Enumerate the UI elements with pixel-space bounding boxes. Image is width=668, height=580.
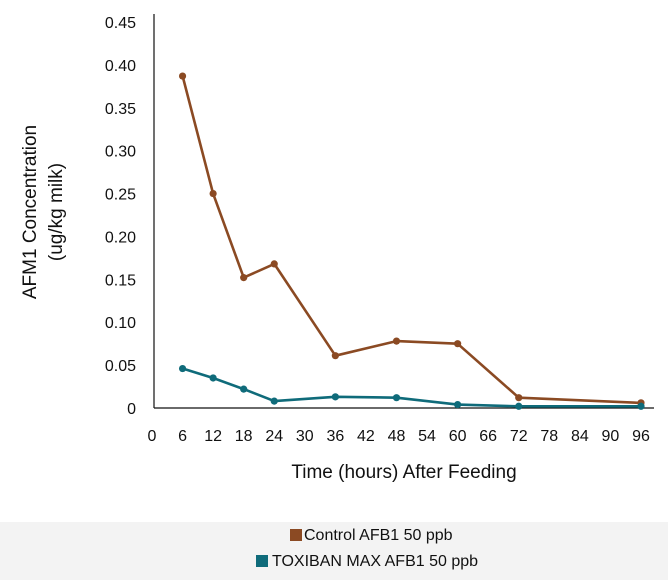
y-tick-label: 0.25 (105, 187, 136, 204)
x-tick-label: 66 (479, 428, 497, 445)
y-tick-label: 0.45 (105, 15, 136, 32)
data-point-toxiban (454, 400, 462, 409)
x-tick-label: 0 (148, 428, 157, 445)
x-axis-title: Time (hours) After Feeding (291, 462, 516, 483)
data-point-control (515, 394, 523, 402)
data-point-toxiban (270, 397, 278, 405)
y-tick-label: 0 (127, 401, 136, 418)
x-tick-label: 18 (235, 428, 253, 445)
legend-label-control: Control AFB1 50 ppb (304, 527, 453, 544)
x-tick-label: 96 (632, 428, 650, 445)
data-point-toxiban (637, 402, 645, 410)
x-tick-label: 6 (178, 428, 187, 445)
y-tick-label: 0.20 (105, 229, 136, 246)
data-point-toxiban (209, 374, 217, 382)
legend-label-toxiban: TOXIBAN MAX AFB1 50 ppb (272, 553, 478, 570)
x-tick-label: 30 (296, 428, 314, 445)
x-tick-label: 12 (204, 428, 222, 445)
y-tick-label: 0.05 (105, 358, 136, 375)
y-tick-label: 0.10 (105, 315, 136, 332)
data-point-control (178, 72, 187, 80)
data-point-control (392, 337, 401, 345)
x-tick-label: 54 (418, 428, 436, 445)
y-tick-label: 0.40 (105, 58, 136, 75)
legend-swatch-control (290, 529, 302, 541)
series-line-control (181, 75, 642, 405)
x-tick-label: 84 (571, 428, 589, 445)
axes (153, 14, 654, 409)
y-axis-title-line-1: AFM1 Concentration (20, 125, 41, 299)
data-point-control (331, 352, 339, 360)
legend-background (0, 522, 668, 580)
data-point-control (270, 260, 278, 268)
x-tick-label: 60 (449, 428, 467, 445)
y-tick-label: 0.35 (105, 101, 136, 118)
data-point-toxiban (392, 394, 401, 402)
x-tick-label: 36 (326, 428, 344, 445)
y-tick-labels: 0 0.05 0.10 0.15 0.20 0.25 0.30 0.35 0.40 0.45 (105, 15, 136, 418)
x-tick-label: 90 (602, 428, 620, 445)
data-point-toxiban (515, 402, 523, 410)
data-point-control (240, 274, 248, 282)
x-tick-labels: 0 6 12 18 24 30 36 42 48 54 60 66 72 78 84 90 96 (148, 428, 650, 445)
series-layer (178, 72, 645, 410)
y-axis-title-line-2: (ug/kg milk) (46, 163, 67, 261)
y-tick-label: 0.15 (105, 272, 136, 289)
data-point-toxiban (240, 385, 248, 393)
data-point-control (454, 340, 462, 348)
data-point-toxiban (331, 393, 339, 401)
x-tick-label: 78 (540, 428, 558, 445)
x-tick-label: 48 (388, 428, 406, 445)
legend-swatch-toxiban (256, 555, 268, 567)
x-tick-label: 72 (510, 428, 528, 445)
x-tick-label: 42 (357, 428, 375, 445)
data-point-control (209, 189, 217, 198)
x-tick-label: 24 (265, 428, 283, 445)
y-tick-label: 0.30 (105, 144, 136, 161)
data-point-toxiban (178, 364, 187, 373)
legend: Control AFB1 50 ppb TOXIBAN MAX AFB1 50 … (256, 527, 478, 570)
